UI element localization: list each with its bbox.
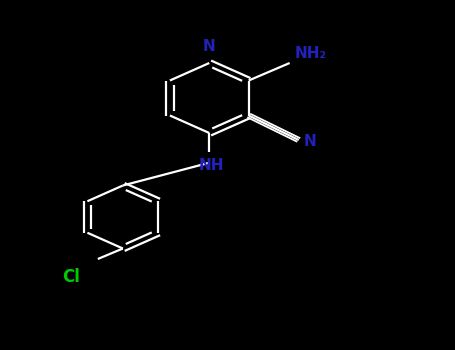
Text: NH₂: NH₂ xyxy=(294,46,326,61)
Text: N: N xyxy=(303,134,316,149)
Text: NH: NH xyxy=(199,158,224,173)
Text: N: N xyxy=(203,39,216,54)
Text: Cl: Cl xyxy=(62,268,80,286)
